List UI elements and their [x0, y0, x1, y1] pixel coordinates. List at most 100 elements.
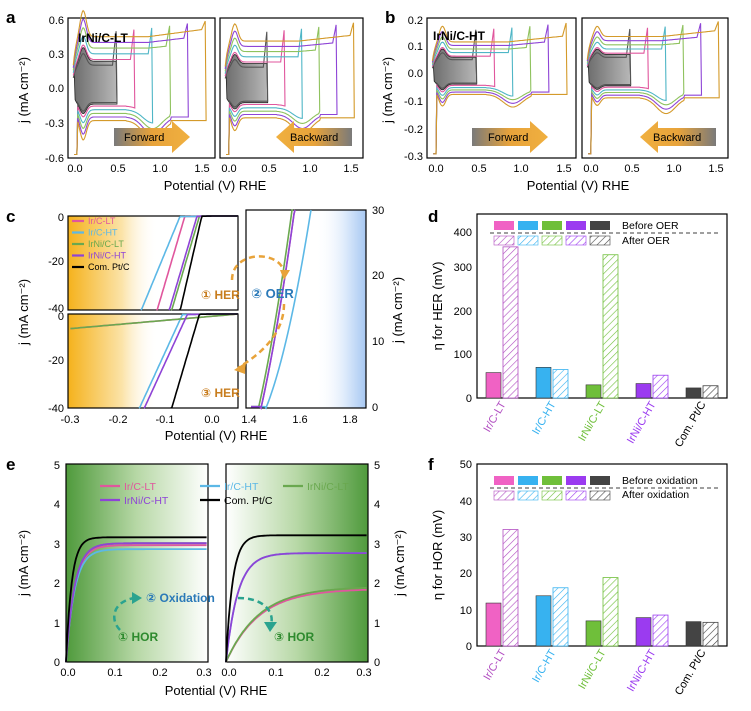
her-after-IrNi/C-LT [70, 313, 239, 330]
panel-b-frame-left [426, 17, 577, 159]
svg-text:0: 0 [58, 212, 64, 224]
bar-after-Ir/C-LT [502, 529, 519, 647]
legend-after-swatch-2 [541, 490, 563, 501]
panel-d-legend [490, 221, 720, 246]
legend-label-Ir/C-LT: Ir/C-LT [124, 481, 156, 493]
panel-f-letter: f [428, 455, 434, 474]
svg-text:3: 3 [54, 539, 60, 551]
svg-text:-20: -20 [48, 355, 64, 367]
panel-e-ylabel-right: j (mA cm⁻²) [392, 530, 407, 597]
cv-curve-0.5V [72, 31, 118, 156]
panel-e-arrow-ox-hor [237, 596, 273, 627]
panel-a-cv-curves [72, 9, 355, 156]
svg-text:0.1: 0.1 [268, 667, 283, 679]
svg-text:-0.3: -0.3 [61, 414, 80, 426]
cv-curve-1.3V [224, 24, 338, 156]
svg-text:1.4: 1.4 [241, 414, 256, 426]
svg-text:0.2: 0.2 [152, 667, 167, 679]
backward-label: Backward [653, 132, 701, 144]
panel-f-legend [490, 476, 720, 501]
svg-text:0.0: 0.0 [204, 414, 219, 426]
panel-a: a IrNi/C-LT Forward Backward 0.6 0.3 0.0… [6, 8, 364, 193]
legend-after-swatch-0 [493, 235, 515, 246]
cv-curve-1.5V [431, 22, 568, 155]
panel-e-step1: ① HOR [118, 630, 158, 644]
bar-before-Ir/C-HT [535, 595, 552, 647]
bar-after-Ir/C-HT [552, 369, 569, 399]
panel-c-ylabel-left: j (mA cm⁻²) [16, 279, 31, 346]
svg-text:-0.3: -0.3 [404, 151, 423, 163]
panel-c-her-bg-bottom [68, 314, 158, 408]
svg-text:0.5: 0.5 [261, 163, 276, 175]
panel-c-step1: ① HER [201, 288, 240, 302]
panel-b-frame-right [581, 17, 729, 159]
cv-curve-1.1V [72, 25, 172, 156]
legend-label-Ir/C-LT: Ir/C-LT [88, 216, 116, 226]
bar-before-IrNi/C-LT [585, 384, 602, 399]
svg-text:0.0: 0.0 [221, 667, 236, 679]
panel-e-curves [65, 534, 367, 663]
panel-c-arrow-head-2 [234, 362, 246, 374]
forward-label: Forward [124, 132, 164, 144]
legend-label-Ir/C-HT: Ir/C-HT [88, 228, 118, 238]
cv-curve-0.9V [224, 28, 303, 156]
hor-before-Ir/C-LT [65, 544, 207, 663]
panel-e-legend: Ir/C-LT Ir/C-HT IrNi/C-LT IrNi/C-HT Com. Pt/… [100, 481, 349, 507]
svg-text:0.5: 0.5 [110, 163, 125, 175]
xtick-IrNi/C-LT: IrNi/C-LT [576, 647, 608, 691]
svg-text:0.2: 0.2 [408, 15, 423, 27]
oer-IrNi/C-LT [251, 209, 294, 408]
panel-d: d Before OER After OER 0 100 200 300 400… [428, 207, 728, 449]
legend-label-IrNi/C-HT: IrNi/C-HT [88, 251, 126, 261]
bar-after-IrNi/C-LT [602, 254, 619, 399]
svg-text:3: 3 [374, 539, 380, 551]
legend-before-swatch-2 [542, 476, 562, 485]
panel-c-letter: c [6, 207, 15, 226]
panel-a-xticks: 0.0 0.5 1.0 1.5 0.0 0.5 1.0 1.5 [67, 163, 358, 175]
svg-text:1.0: 1.0 [666, 163, 681, 175]
cv-shaded-region [587, 48, 632, 90]
backward-label: Backward [290, 132, 338, 144]
panel-d-xticks: Ir/C-LT Ir/C-HT IrNi/C-LT IrNi/C-HT Com. Pt/… [482, 399, 709, 449]
legend-after-swatch-1 [517, 235, 539, 246]
hor-before-IrNi/C-HT [65, 542, 207, 663]
svg-text:400: 400 [454, 227, 472, 239]
svg-text:1.5: 1.5 [194, 163, 209, 175]
panel-b-letter: b [385, 8, 395, 27]
svg-text:1: 1 [54, 618, 60, 630]
svg-text:40: 40 [460, 496, 472, 508]
svg-text:30: 30 [460, 532, 472, 544]
legend-before-swatch-4 [590, 476, 610, 485]
svg-text:0.3: 0.3 [356, 667, 371, 679]
panel-f-yticks: 0 10 20 30 40 50 [460, 459, 472, 653]
panel-e-step2: ② Oxidation [146, 591, 215, 605]
svg-text:2: 2 [374, 578, 380, 590]
panel-b-forward-arrow: Forward [472, 121, 548, 153]
bar-after-IrNi/C-LT [602, 577, 619, 647]
bar-after-Ir/C-LT [502, 246, 519, 399]
panel-d-legend-before: Before OER [622, 220, 679, 232]
bar-before-IrNi/C-HT [635, 383, 652, 399]
legend-after-swatch-3 [565, 490, 587, 501]
bar-before-Com. Pt/C [685, 387, 702, 399]
svg-text:-40: -40 [48, 403, 64, 415]
panel-f-xticks: Ir/C-LT Ir/C-HT IrNi/C-LT IrNi/C-HT Com. Pt/… [482, 647, 709, 697]
panel-e-frame-right [225, 463, 369, 663]
svg-text:0.3: 0.3 [196, 667, 211, 679]
xtick-IrNi/C-LT: IrNi/C-LT [576, 399, 608, 443]
bar-before-Com. Pt/C [685, 621, 702, 647]
svg-text:0.0: 0.0 [49, 83, 64, 95]
her-before-Com. Pt/C [178, 215, 238, 311]
svg-text:30: 30 [372, 205, 384, 217]
hor-after-Com. Pt/C [225, 534, 367, 663]
hor-before-Com. Pt/C [65, 536, 207, 663]
panel-d-yticks: 0 100 200 300 400 [454, 227, 472, 405]
svg-text:-0.6: -0.6 [45, 153, 64, 165]
hor-after-IrNi/C-HT [225, 552, 367, 663]
cv-curve-1.3V [72, 18, 189, 156]
panel-a-forward-arrow: Forward [114, 121, 190, 153]
panel-a-frame-left [67, 17, 216, 159]
panel-e-xticks: 0.0 0.1 0.2 0.3 0.0 0.1 0.2 0.3 [60, 667, 371, 679]
panel-c-ylabel-right: j (mA cm⁻²) [390, 277, 405, 344]
